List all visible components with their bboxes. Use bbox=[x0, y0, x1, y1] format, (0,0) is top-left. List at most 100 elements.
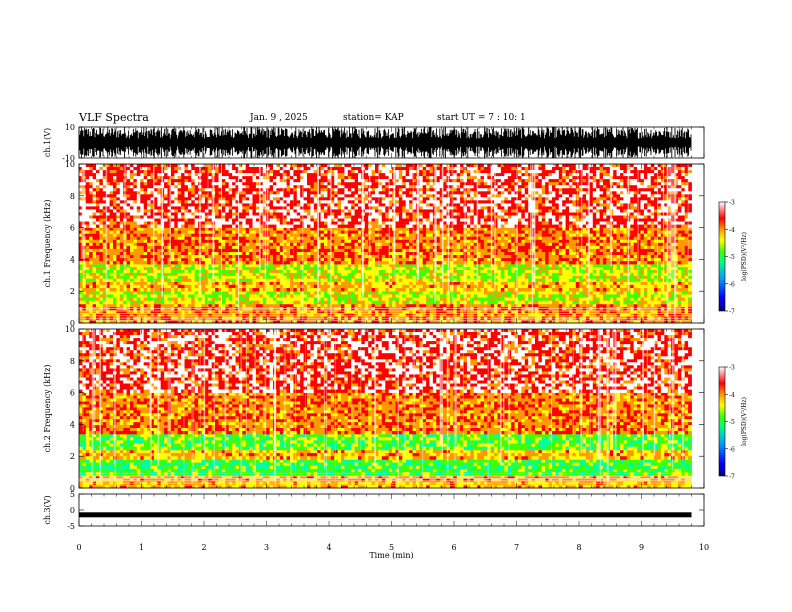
spectrogram-cell bbox=[119, 319, 124, 324]
spectrogram-cell bbox=[531, 313, 536, 317]
spectrogram-cell bbox=[228, 284, 233, 289]
spectrogram-cell bbox=[371, 281, 376, 286]
spectrogram-cell bbox=[507, 313, 512, 317]
spectrogram-cell bbox=[354, 281, 359, 286]
spectrogram-cell bbox=[82, 248, 87, 253]
spectrogram-cell bbox=[351, 300, 355, 305]
spectrogram-cell bbox=[99, 297, 104, 302]
spectrogram-cell bbox=[262, 258, 267, 262]
spectrogram-cell bbox=[429, 239, 434, 244]
spectrogram-cell bbox=[647, 272, 652, 277]
spectrogram-cell bbox=[579, 272, 583, 277]
spectrogram-cell bbox=[378, 252, 383, 256]
spectrogram-cell bbox=[273, 284, 277, 289]
spectrogram-cell bbox=[147, 230, 151, 234]
spectrogram-cell bbox=[358, 270, 362, 274]
spectrogram-cell bbox=[480, 239, 485, 244]
spectrogram-cell bbox=[232, 227, 236, 231]
spectrogram-cell bbox=[555, 278, 560, 282]
spectrogram-cell bbox=[524, 291, 529, 295]
spectrogram-cell bbox=[456, 300, 461, 305]
spectrogram-cell bbox=[157, 278, 162, 282]
spectrogram-cell bbox=[483, 303, 488, 308]
spectrogram-cell bbox=[245, 270, 250, 274]
spectrogram-cell bbox=[422, 239, 427, 244]
spectrogram-cell bbox=[92, 245, 97, 250]
spectrogram-cell bbox=[313, 270, 318, 274]
spectrogram-cell bbox=[225, 303, 230, 308]
spectrogram-cell bbox=[324, 294, 328, 298]
spectrogram-cell bbox=[592, 319, 597, 324]
spectrogram-cell bbox=[310, 284, 315, 289]
spectrogram-cell bbox=[385, 227, 390, 231]
spectrogram-cell bbox=[419, 242, 424, 247]
spectrogram-cell bbox=[368, 258, 372, 262]
spectrogram-cell bbox=[521, 239, 526, 244]
spectrogram-cell bbox=[228, 272, 233, 277]
spectrogram-cell bbox=[286, 258, 291, 262]
spectrogram-cell bbox=[221, 281, 226, 286]
spectrogram-cell bbox=[633, 267, 638, 271]
spectrogram-cell bbox=[204, 252, 209, 256]
spectrogram-cell bbox=[215, 233, 219, 237]
spectrogram-cell bbox=[402, 303, 407, 308]
spectrogram-cell bbox=[579, 291, 583, 295]
spectrogram-cell bbox=[96, 230, 100, 234]
spectrogram-cell bbox=[130, 227, 134, 231]
spectrogram-cell bbox=[453, 284, 458, 289]
spectrogram-cell bbox=[518, 294, 522, 298]
spectrogram-cell bbox=[150, 248, 155, 253]
spectrogram-cell bbox=[535, 288, 539, 292]
spectrogram-cell bbox=[187, 291, 192, 295]
spectrogram-cell bbox=[211, 310, 216, 314]
spectrogram-cell bbox=[225, 248, 230, 253]
spectrogram-cell bbox=[174, 272, 179, 277]
spectrogram-cell bbox=[119, 239, 124, 244]
spectrogram-cell bbox=[681, 294, 686, 298]
spectrogram-cell bbox=[643, 310, 648, 314]
spectrogram-cell bbox=[654, 281, 658, 286]
spectrogram-cell bbox=[102, 252, 107, 256]
spectrogram-cell bbox=[123, 319, 127, 324]
spectrogram-cell bbox=[419, 297, 424, 302]
spectrogram-cell bbox=[279, 236, 284, 240]
spectrogram-cell bbox=[473, 242, 478, 247]
spectrogram-cell bbox=[449, 264, 454, 268]
spectrogram-cell bbox=[232, 288, 236, 292]
spectrogram-cell bbox=[460, 242, 464, 247]
spectrogram-cell bbox=[123, 270, 127, 274]
spectrogram-cell bbox=[436, 239, 441, 244]
spectrogram-cell bbox=[157, 284, 162, 289]
spectrogram-cell bbox=[354, 313, 359, 317]
spectrogram-cell bbox=[395, 272, 400, 277]
spectrogram-cell bbox=[354, 319, 359, 324]
spectrogram-cell bbox=[388, 303, 393, 308]
spectrogram-cell bbox=[181, 242, 185, 247]
spectrogram-cell bbox=[317, 278, 321, 282]
spectrogram-cell bbox=[443, 291, 447, 295]
spectrogram-cell bbox=[647, 297, 652, 302]
spectrogram-cell bbox=[147, 272, 151, 277]
spectrogram-cell bbox=[279, 284, 284, 289]
spectrogram-cell bbox=[245, 255, 250, 259]
spectrogram-cell bbox=[187, 288, 192, 292]
spectrogram-cell bbox=[426, 255, 430, 259]
spectrogram-cell bbox=[453, 239, 458, 244]
spectrogram-cell bbox=[504, 261, 509, 265]
spectrogram-cell bbox=[324, 278, 328, 282]
spectrogram-cell bbox=[371, 233, 376, 237]
spectrogram-cell bbox=[371, 258, 376, 262]
spectrogram-cell bbox=[126, 270, 131, 274]
spectrogram-cell bbox=[102, 239, 107, 244]
spectrogram-cell bbox=[130, 236, 134, 240]
spectrogram-cell bbox=[439, 297, 444, 302]
spectrogram-cell bbox=[388, 252, 393, 256]
spectrogram-cell bbox=[133, 284, 138, 289]
spectrogram-cell bbox=[647, 294, 652, 298]
spectrogram-cell bbox=[113, 258, 117, 262]
spectrogram-cell bbox=[150, 242, 155, 247]
spectrogram-cell bbox=[429, 303, 434, 308]
spectrogram-cell bbox=[667, 267, 672, 271]
spectrogram-cell bbox=[232, 319, 236, 324]
spectrogram-cell bbox=[504, 258, 509, 262]
